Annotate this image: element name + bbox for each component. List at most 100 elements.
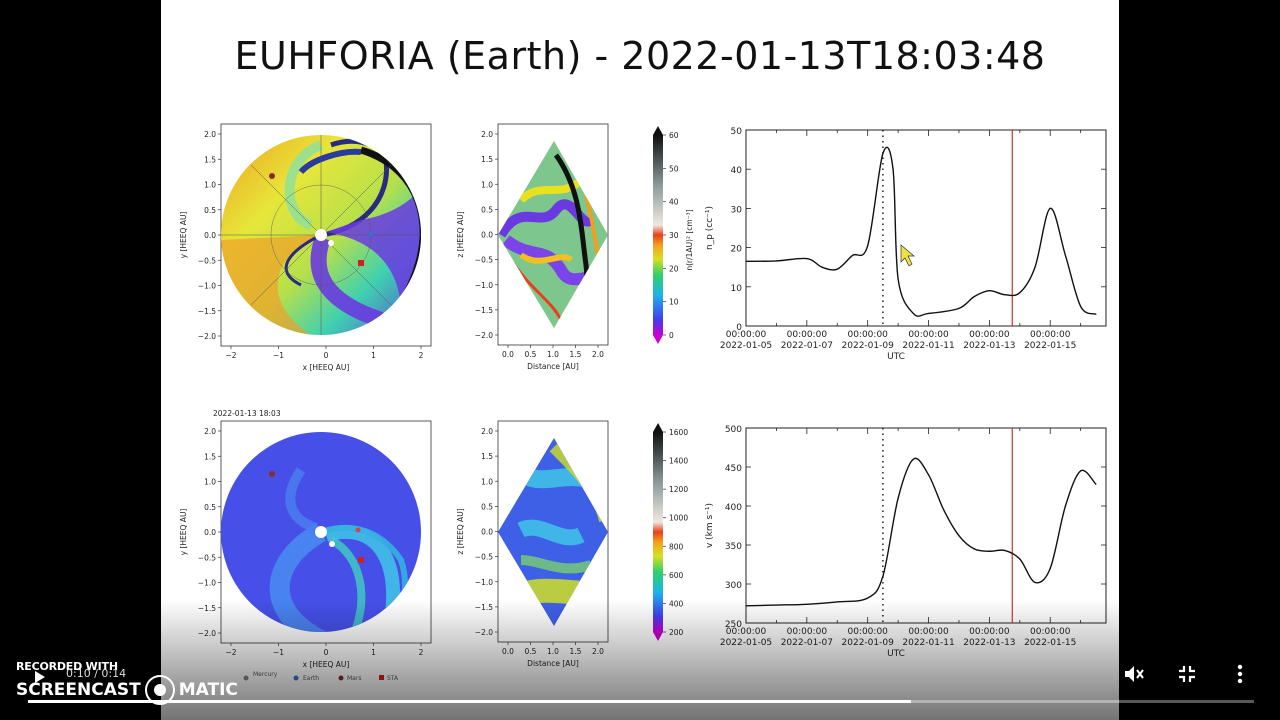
xtick-time-label: 00:00:00 (1030, 330, 1071, 340)
data-point (1064, 254, 1067, 257)
density-timeseries-chart: 5040302010000:00:002022-01-0500:00:00202… (705, 127, 1107, 362)
chart-frame (745, 427, 1107, 624)
top-wedge-xtick-label: 0.0 (502, 350, 514, 359)
figure-panels: 2022-01-13 18:03 Mercury Earth Mars STA (179, 123, 1107, 682)
density-colorbar: n(r/1AU)² [cm⁻³] (653, 126, 694, 344)
bottom-wedge-ytick-label: −1.0 (475, 578, 493, 587)
data-point (927, 474, 930, 476)
density-colorbar-tick-label: 60 (669, 131, 679, 140)
top-disk-ylabel: y [HEEQ AU] (179, 212, 188, 259)
more-vertical-icon (1237, 664, 1243, 684)
top-disk-ytick-label: −2.0 (198, 332, 216, 341)
data-point (1003, 294, 1006, 296)
data-point (836, 268, 838, 270)
top-disk-ytick-label: −1.0 (198, 282, 216, 291)
bottom-disk-ytick-label: 1.5 (204, 452, 216, 461)
ytick-label: 500 (725, 425, 742, 435)
progress-bar[interactable] (28, 700, 1254, 703)
more-options-button[interactable] (1226, 660, 1254, 688)
top-disk-ytick-label: 0.5 (204, 206, 216, 215)
data-point (988, 290, 990, 292)
ytick-label: 350 (725, 542, 742, 552)
bottom-disk-ytick-label: −1.0 (198, 579, 216, 588)
top-wedge-ytick-label: 1.5 (481, 155, 493, 164)
ytick-label: 400 (725, 503, 742, 513)
data-point (1019, 292, 1021, 294)
bottom-wedge-ylabel: z [HEEQ AU] (456, 508, 465, 554)
velocity-colorbar-tick-label: 600 (669, 571, 684, 580)
series-line (745, 146, 1097, 317)
ytick-label: 10 (731, 284, 743, 294)
data-point (1080, 305, 1082, 307)
mouse-cursor-icon (900, 244, 915, 267)
data-point (897, 278, 899, 280)
exit-fullscreen-button[interactable] (1173, 660, 1201, 688)
data-point (912, 312, 914, 315)
top-disk-ytick-label: 1.0 (204, 181, 216, 190)
series-line (745, 457, 1097, 607)
density-colorbar-label: n(r/1AU)² [cm⁻³] (685, 209, 694, 270)
density-colorbar-tick-label: 10 (669, 298, 679, 307)
data-point (892, 168, 894, 170)
top-wedge-xtick-label: 2.0 (592, 350, 604, 359)
density-colorbar-tick-label: 50 (669, 164, 679, 173)
top-wedge-xtick-label: 0.5 (525, 350, 537, 359)
bottom-disk-ylabel: y [HEEQ AU] (179, 509, 188, 556)
play-button[interactable] (26, 663, 54, 691)
xtick-date-label: 2022-01-15 (1024, 341, 1076, 351)
ytick-label: 450 (725, 464, 742, 474)
top-wedge-ylabel: z [HEEQ AU] (456, 211, 465, 257)
top-disk-xtick-label: −1 (273, 351, 284, 360)
data-point (1019, 558, 1021, 560)
top-disk-ytick-label: −0.5 (198, 256, 216, 265)
velocity-colorbar-tick-label: 1000 (669, 514, 688, 523)
ytick-label: 30 (731, 205, 743, 215)
data-point (882, 152, 884, 155)
data-point (943, 509, 945, 511)
top-disk-ytick-label: −1.5 (198, 307, 216, 316)
data-point (806, 257, 808, 260)
bottom-wedge-ytick-label: 2.0 (481, 427, 493, 436)
screencast-logo-icon (144, 675, 175, 705)
chart-frame (745, 129, 1107, 327)
top-wedge-xlabel: Distance [AU] (527, 362, 579, 371)
data-point (897, 497, 899, 499)
chart-xlabel: UTC (887, 352, 905, 362)
xtick-date-label: 2022-01-09 (842, 341, 895, 351)
top-disk-xtick-label: −2 (225, 351, 236, 360)
density-colorbar-tick-label: 30 (669, 231, 679, 240)
data-point (851, 254, 854, 257)
top-wedge-ytick-label: 1.0 (481, 180, 493, 189)
velocity-colorbar-tick-label: 1200 (669, 485, 688, 494)
data-point (882, 575, 884, 577)
density-disk-plot (220, 123, 432, 347)
xtick-time-label: 00:00:00 (787, 330, 828, 340)
bottom-disk-ytick-label: 2.0 (204, 427, 216, 436)
top-disk-ytick-label: 0.0 (204, 231, 216, 240)
data-point (912, 458, 914, 460)
xtick-date-label: 2022-01-13 (963, 341, 1015, 351)
velocity-colorbar-tick-label: 1600 (669, 428, 688, 437)
slide-title: EUHFORIA (Earth) - 2022-01-13T18:03:48 (234, 34, 1046, 78)
top-wedge-ytick-label: −1.5 (475, 306, 493, 315)
data-point (1049, 567, 1051, 570)
top-disk-xtick-label: 1 (371, 351, 376, 360)
xtick-time-label: 00:00:00 (726, 330, 767, 340)
ytick-label: 20 (731, 245, 743, 255)
velocity-disk-plot: 2022-01-13 18:03 Mercury Earth Mars STA (213, 409, 432, 682)
exit-fullscreen-icon (1179, 666, 1195, 682)
data-point (973, 296, 975, 298)
top-disk-xlabel: x [HEEQ AU] (303, 363, 350, 372)
xtick-time-label: 00:00:00 (908, 330, 949, 340)
bottom-disk-ytick-label: 0.5 (204, 503, 216, 512)
mute-button[interactable] (1120, 660, 1148, 688)
chart-ylabel: n_p (cc⁻¹) (705, 206, 715, 250)
data-point (1080, 470, 1082, 472)
data-point (958, 535, 960, 537)
data-point (973, 548, 975, 550)
bottom-wedge-ytick-label: −0.5 (475, 553, 493, 562)
data-point (958, 307, 960, 309)
mute-icon (1125, 666, 1144, 682)
data-point (1095, 483, 1097, 485)
data-point (988, 550, 990, 552)
